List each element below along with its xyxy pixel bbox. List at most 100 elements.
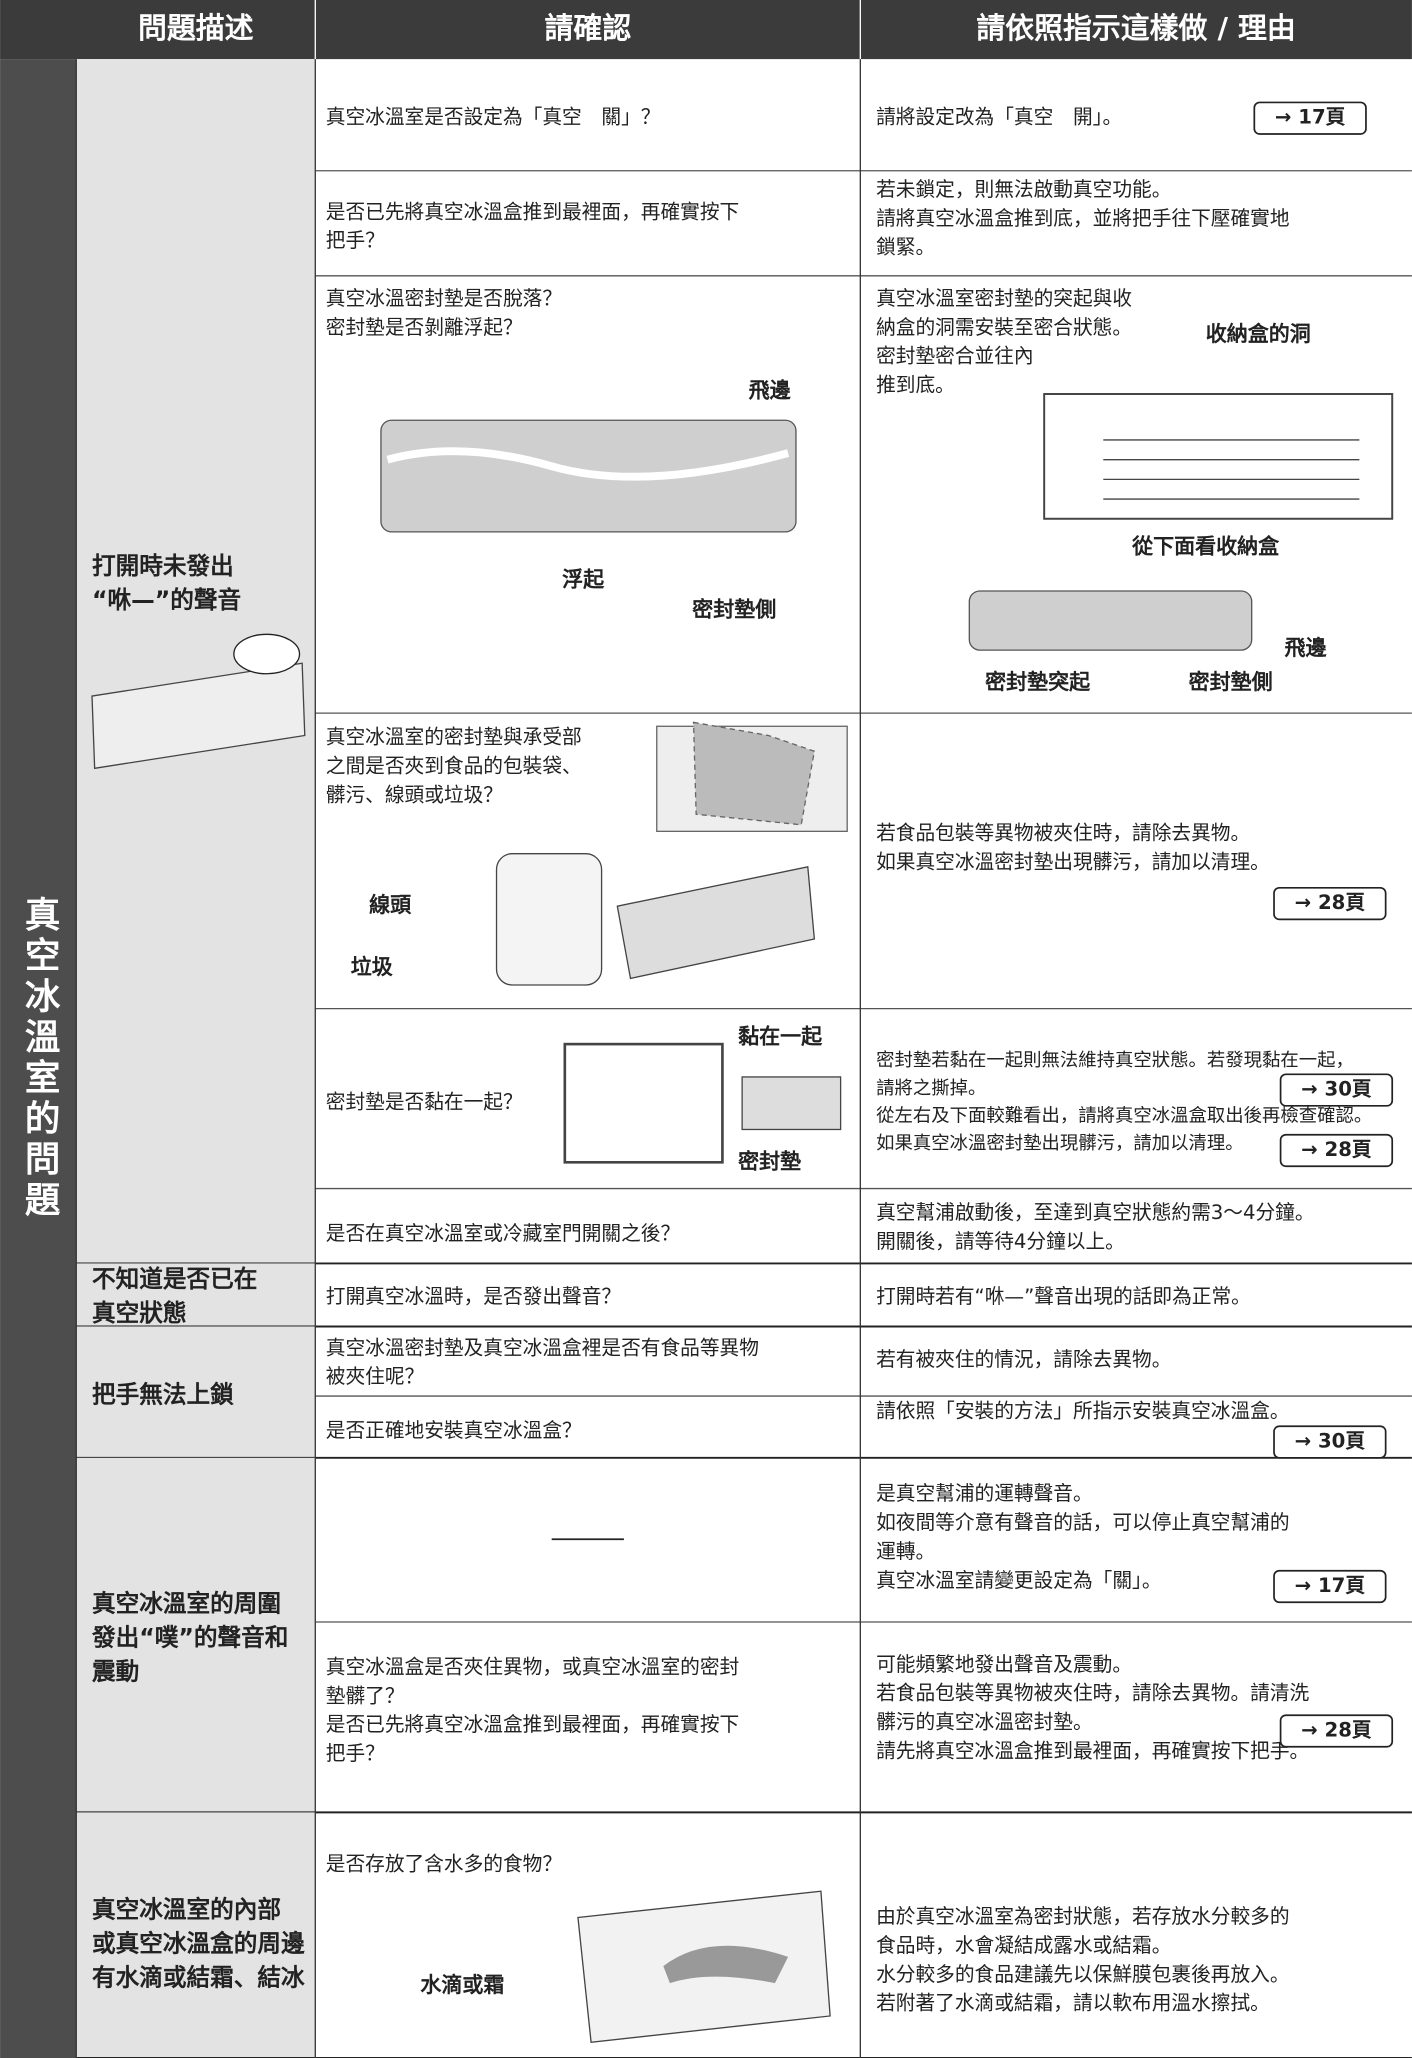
problem-text: 真空冰溫室的內部 — [92, 1895, 281, 1923]
header-cell: 問題描述 — [138, 11, 254, 45]
action-text: 如果真空冰溫密封墊出現髒污，請加以清理。 — [876, 1133, 1243, 1154]
page-ref-box — [1253, 101, 1367, 135]
action-text: 由於真空冰溫室為密封狀態，若存放水分較多的 — [876, 1905, 1289, 1928]
page-ref-box — [1273, 1569, 1387, 1604]
action-text: 推到底。 — [876, 374, 955, 397]
illustration — [663, 1945, 789, 1984]
illustration — [386, 447, 790, 481]
problem-cell — [76, 1812, 316, 2058]
figure-label: 密封墊突起 — [985, 669, 1091, 694]
action-text: 從左右及下面較難看出，請將真空冰溫盒取出後再檢查確認。 — [876, 1105, 1372, 1126]
action-text: 水分較多的食品建議先以保鮮膜包裹後再放入。 — [876, 1963, 1289, 1986]
figure-label: 浮起 — [562, 566, 605, 591]
check-text: 真空冰溫室是否設定為「真空 關」？ — [326, 106, 661, 129]
illustration — [741, 1076, 842, 1131]
page-ref-box — [1279, 1073, 1394, 1107]
check-text: 墊髒了？ — [326, 1684, 405, 1707]
problem-text: 不知道是否已在 — [92, 1265, 257, 1293]
check-text: 之間是否夾到食品的包裝袋、 — [326, 754, 582, 777]
check-text: 是否已先將真空冰溫盒推到最裡面，再確實按下 — [326, 200, 739, 223]
page-ref: → 28頁 — [1301, 1718, 1372, 1741]
action-text: 鎖緊。 — [876, 236, 935, 259]
check-text: 把手？ — [326, 229, 385, 252]
illustration — [616, 866, 816, 980]
check-text: 被夾住呢？ — [326, 1365, 424, 1388]
action-text: 密封墊若黏在一起則無法維持真空狀態。若發現黏在一起， — [876, 1050, 1354, 1071]
illustration — [233, 633, 301, 675]
action-text: 如夜間等介意有聲音的話，可以停止真空幫浦的 — [876, 1511, 1289, 1534]
illustration — [968, 590, 1253, 651]
figure-label: 密封墊 — [738, 1148, 801, 1173]
problem-text: 真空冰溫室的周圍 — [92, 1589, 281, 1617]
figure-label: 從下面看收納盒 — [1131, 534, 1280, 559]
action-text: 請將之撕掉。 — [876, 1078, 986, 1099]
problem-text: 真空狀態 — [92, 1299, 186, 1327]
check-text: 把手？ — [326, 1742, 385, 1765]
action-text: 請將真空冰溫盒推到底，並將把手往下壓確實地 — [876, 207, 1289, 230]
action-text: 納盒的洞需安裝至密合狀態。 — [876, 316, 1132, 339]
page-ref-box — [1273, 886, 1387, 921]
check-text: 是否正確地安裝真空冰溫盒？ — [326, 1419, 582, 1442]
page-ref: → 30頁 — [1295, 1430, 1366, 1453]
action-text: 若食品包裝等異物被夾住時，請除去異物。 — [876, 821, 1250, 844]
action-text: 若未鎖定，則無法啟動真空功能。 — [876, 178, 1171, 201]
problem-text: 打開時未發出 — [92, 552, 234, 580]
problem-cell — [76, 1326, 316, 1458]
problem-text: 把手無法上鎖 — [92, 1381, 234, 1409]
page-ref: → 30頁 — [1301, 1078, 1372, 1101]
page-ref: → 28頁 — [1301, 1138, 1372, 1161]
illustration — [1043, 393, 1394, 520]
page-ref: → 17頁 — [1275, 106, 1346, 129]
action-text: 請將設定改為「真空 開」。 — [876, 106, 1122, 129]
header-cell: 請依照指示這樣做 / 理由 — [976, 11, 1295, 45]
check-text: 密封墊是否剝離浮起？ — [326, 316, 523, 339]
check-text: 真空冰溫密封墊是否脫落？ — [326, 287, 562, 310]
page-ref-box — [1279, 1714, 1394, 1748]
figure-label: 飛邊 — [749, 377, 792, 402]
figure-label: 收納盒的洞 — [1206, 321, 1311, 346]
action-text: 是真空幫浦的運轉聲音。 — [876, 1482, 1093, 1505]
figure-label: 密封墊側 — [692, 597, 776, 622]
page-ref-box — [1273, 1425, 1387, 1459]
figure-label: 黏在一起 — [738, 1024, 823, 1049]
problem-cell — [76, 1263, 316, 1327]
action-text: 真空幫浦啟動後，至達到真空狀態約需3～4分鐘。 — [876, 1201, 1314, 1224]
check-text: 是否存放了含水多的食物？ — [326, 1852, 562, 1875]
check-text: 打開真空冰溫時，是否發出聲音？ — [326, 1285, 621, 1308]
action-text: 可能頻繁地發出聲音及震動。 — [876, 1653, 1132, 1676]
check-text: 髒污、線頭或垃圾？ — [326, 783, 503, 806]
action-text: 髒污的真空冰溫密封墊。 — [876, 1711, 1093, 1734]
action-text: 若食品包裝等異物被夾住時，請除去異物。請清洗 — [876, 1682, 1309, 1705]
action-text: 真空冰溫室請變更設定為「關」。 — [876, 1569, 1161, 1592]
check-text: 真空冰溫密封墊及真空冰溫盒裡是否有食品等異物 — [326, 1336, 759, 1359]
figure-label: 線頭 — [369, 892, 412, 917]
problem-text: 或真空冰溫盒的周邊 — [92, 1930, 305, 1958]
action-text: 請先將真空冰溫盒推到最裡面，再確實按下把手。 — [876, 1739, 1309, 1762]
header-cell: 請確認 — [544, 11, 631, 45]
action-text: 開關後，請等待4分鐘以上。 — [876, 1230, 1125, 1253]
illustration — [495, 853, 603, 986]
figure-label: 水滴或霜 — [420, 1972, 504, 1997]
action-text: 密封墊密合並往內 — [876, 345, 1033, 368]
action-text: 食品時，水會凝結成露水或結霜。 — [876, 1934, 1171, 1957]
check-text: 是否已先將真空冰溫盒推到最裡面，再確實按下 — [326, 1713, 739, 1736]
illustration — [692, 721, 816, 826]
action-text: 請依照「安裝的方法」所指示安裝真空冰溫盒。 — [876, 1399, 1289, 1422]
side-label: 真空冰溫室的問題 — [19, 896, 60, 1222]
check-text: 密封墊是否黏在一起？ — [326, 1091, 523, 1114]
check-text: 是否在真空冰溫室或冷藏室門開關之後？ — [326, 1222, 680, 1245]
check-text: 真空冰溫盒是否夾住異物，或真空冰溫室的密封 — [326, 1655, 739, 1678]
figure-label: 密封墊側 — [1189, 669, 1273, 694]
action-text: 運轉。 — [876, 1540, 935, 1563]
action-text: 如果真空冰溫密封墊出現髒污，請加以清理。 — [876, 850, 1270, 873]
page-ref: → 28頁 — [1295, 891, 1366, 914]
check-text: 真空冰溫室的密封墊與承受部 — [326, 726, 582, 749]
page-ref-box — [1279, 1133, 1394, 1168]
problem-text: 有水滴或結霜、結冰 — [92, 1964, 305, 1992]
action-text: 若有被夾住的情況，請除去異物。 — [876, 1348, 1171, 1371]
page-ref: → 17頁 — [1295, 1574, 1366, 1597]
problem-text: “咻—”的聲音 — [92, 586, 241, 614]
action-text: 打開時若有“咻—”聲音出現的話即為正常。 — [876, 1285, 1251, 1308]
illustration — [563, 1042, 724, 1164]
